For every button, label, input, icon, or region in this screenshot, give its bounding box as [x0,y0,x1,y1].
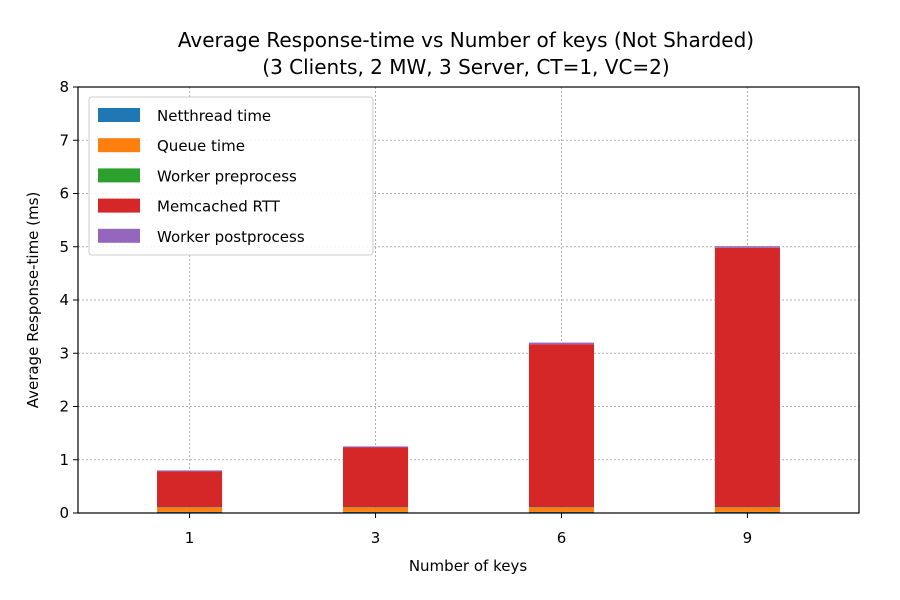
bar-segment [528,507,595,508]
y-tick-label: 8 [59,78,69,96]
y-tick-label: 4 [59,291,69,309]
y-axis-label: Average Response-time (ms) [24,192,42,409]
x-tick-label: 9 [743,529,753,547]
bar-segment [714,247,780,508]
bars [157,246,780,513]
legend-swatch [98,198,140,213]
legend-swatch [98,168,140,183]
bar-segment [342,507,409,512]
bar-segment [528,344,595,508]
bar-segment [714,246,780,248]
legend-swatch [98,108,140,122]
y-tick-label: 3 [59,344,69,362]
x-tick-label: 6 [557,529,567,547]
legend-swatch [98,228,140,243]
legend-label: Worker preprocess [157,167,297,185]
x-tick-label: 3 [371,529,381,547]
legend-label: Queue time [157,137,245,155]
bar-segment [157,507,223,508]
y-tick-label: 7 [59,131,69,149]
bar-segment [157,471,223,508]
legend: Netthread time Queue time Worker preproces… [88,96,374,256]
y-tick-label: 0 [59,504,69,522]
bar-segment [528,507,595,512]
legend-swatch [98,138,140,153]
bar-segment [342,507,409,508]
bar-segment [157,507,223,512]
bar-segment [714,507,780,512]
x-axis-label: Number of keys [409,557,528,575]
legend-label: Netthread time [157,107,271,125]
legend-label: Memcached RTT [157,198,281,216]
bar-segment [714,507,780,508]
y-tick-label: 6 [59,185,69,203]
y-tick-label: 2 [59,398,69,416]
x-axis-ticks: 1 3 6 9 [185,513,752,547]
bar-segment [342,447,409,508]
chart-title: Average Response-time vs Number of keys … [178,28,754,52]
x-tick-label: 1 [185,529,195,547]
bar-segment [157,470,223,472]
y-tick-label: 5 [59,238,69,256]
bar-segment [528,342,595,345]
y-axis-ticks: 0 1 2 3 4 5 6 7 8 [59,78,78,522]
bar-segment [342,446,409,448]
chart-subtitle: (3 Clients, 2 MW, 3 Server, CT=1, VC=2) [262,55,669,79]
legend-box [88,96,374,256]
legend-label: Worker postprocess [157,228,305,246]
y-tick-label: 1 [59,451,69,469]
